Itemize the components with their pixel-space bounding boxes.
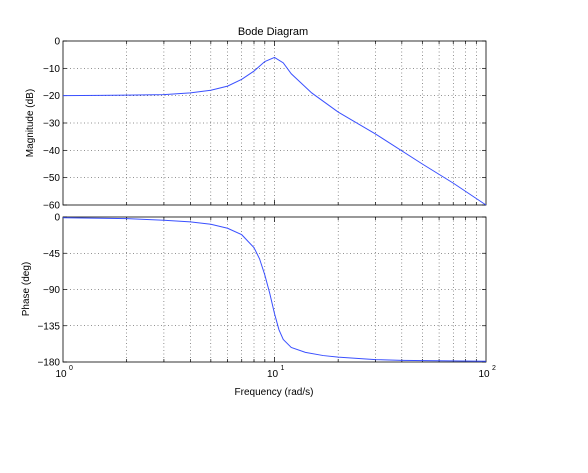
magnitude-y-tick-label: −10 (43, 64, 60, 75)
phase-y-tick-label: −180 (37, 358, 60, 369)
x-tick-label-exponent: 1 (281, 365, 285, 372)
phase-panel: 0 −45 −90 −135 −180 Phase (deg) (21, 213, 487, 369)
magnitude-y-tick-label: −50 (43, 173, 60, 184)
x-tick-label: 10 (478, 369, 490, 380)
phase-y-tick-label: −45 (43, 249, 60, 260)
x-tick-label: 10 (55, 369, 67, 380)
x-tick-label-exponent: 2 (492, 365, 496, 372)
magnitude-y-tick-label: −20 (43, 91, 60, 102)
magnitude-y-ticks: 0 −10 −20 −30 −40 −50 −60 (43, 37, 486, 212)
magnitude-y-tick-label: −60 (43, 201, 60, 212)
magnitude-y-axis-label: Magnitude (dB) (25, 89, 36, 157)
magnitude-grid (63, 41, 486, 205)
magnitude-y-tick-label: 0 (54, 37, 60, 48)
phase-y-axis-label: Phase (deg) (21, 262, 32, 316)
magnitude-y-tick-label: −30 (43, 119, 60, 130)
magnitude-series-line (62, 56, 487, 206)
magnitude-panel: 0 −10 −20 −30 −40 −50 −60 Magnitude (dB) (25, 37, 487, 212)
x-tick-label-exponent: 0 (69, 365, 73, 372)
phase-y-tick-label: 0 (54, 213, 60, 224)
magnitude-y-tick-label: −40 (43, 146, 60, 157)
chart-title: Bode Diagram (238, 26, 308, 38)
x-tick-label: 10 (267, 369, 279, 380)
phase-y-ticks: 0 −45 −90 −135 −180 (37, 213, 486, 369)
phase-y-tick-label: −90 (43, 285, 60, 296)
phase-series-line (62, 217, 487, 362)
phase-y-tick-label: −135 (37, 321, 60, 332)
x-axis-label: Frequency (rad/s) (235, 387, 314, 398)
phase-grid (63, 217, 486, 362)
